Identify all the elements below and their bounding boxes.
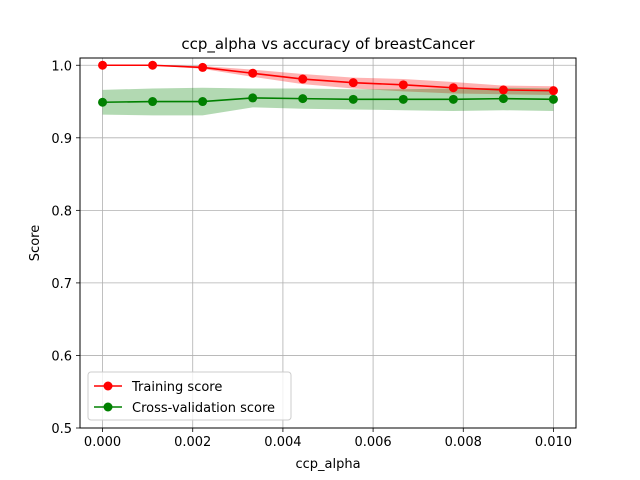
y-tick-label: 0.6 bbox=[51, 349, 72, 364]
x-tick-label: 0.004 bbox=[264, 435, 301, 450]
y-tick-label: 0.5 bbox=[51, 422, 72, 437]
cross-validation-point bbox=[248, 93, 258, 103]
training-point bbox=[198, 62, 208, 72]
cross-validation-point bbox=[348, 94, 358, 104]
legend-marker-training bbox=[103, 381, 113, 391]
training-point bbox=[398, 80, 408, 90]
x-tick-label: 0.010 bbox=[535, 435, 572, 450]
legend-label-training: Training score bbox=[131, 380, 222, 395]
training-point bbox=[298, 74, 308, 84]
x-tick-label: 0.006 bbox=[354, 435, 391, 450]
cross-validation-point bbox=[298, 94, 308, 104]
legend-label-cross-validation: Cross-validation score bbox=[132, 401, 275, 416]
cross-validation-point bbox=[548, 94, 558, 104]
y-tick-label: 0.7 bbox=[51, 277, 72, 292]
training-point bbox=[498, 85, 508, 95]
y-axis-label: Score bbox=[28, 225, 43, 261]
y-axis: 0.5 0.6 0.7 0.8 0.9 1.0 bbox=[51, 59, 80, 437]
cross-validation-point bbox=[198, 97, 208, 107]
x-tick-label: 0.000 bbox=[84, 435, 121, 450]
x-tick-label: 0.002 bbox=[174, 435, 211, 450]
training-point bbox=[98, 60, 108, 70]
legend: Training score Cross-validation score bbox=[87, 371, 292, 421]
cross-validation-line bbox=[102, 97, 554, 104]
y-tick-label: 0.8 bbox=[51, 204, 72, 219]
series-points bbox=[98, 60, 558, 107]
x-axis-label: ccp_alpha bbox=[295, 457, 360, 472]
x-axis: 0.000 0.002 0.004 0.006 0.008 0.010 bbox=[84, 428, 572, 450]
y-tick-label: 1.0 bbox=[51, 59, 72, 74]
cross-validation-point bbox=[98, 97, 108, 107]
legend-box bbox=[87, 371, 292, 421]
cross-validation-point bbox=[398, 94, 408, 104]
series-lines bbox=[102, 64, 554, 104]
training-point bbox=[148, 60, 158, 70]
training-point bbox=[448, 83, 458, 93]
training-point bbox=[548, 86, 558, 96]
plot-frame bbox=[79, 57, 577, 429]
training-point bbox=[348, 78, 358, 88]
training-line bbox=[102, 64, 554, 92]
y-tick-label: 0.9 bbox=[51, 132, 72, 147]
training-point bbox=[248, 68, 258, 78]
cross-validation-point bbox=[498, 94, 508, 104]
cross-validation-point bbox=[448, 94, 458, 104]
x-tick-label: 0.008 bbox=[445, 435, 482, 450]
legend-marker-cross-validation bbox=[103, 402, 113, 412]
chart-title: ccp_alpha vs accuracy of breastCancer bbox=[181, 35, 475, 54]
cross-validation-band bbox=[102, 87, 554, 116]
cross-validation-point bbox=[148, 97, 158, 107]
grid bbox=[80, 58, 576, 429]
